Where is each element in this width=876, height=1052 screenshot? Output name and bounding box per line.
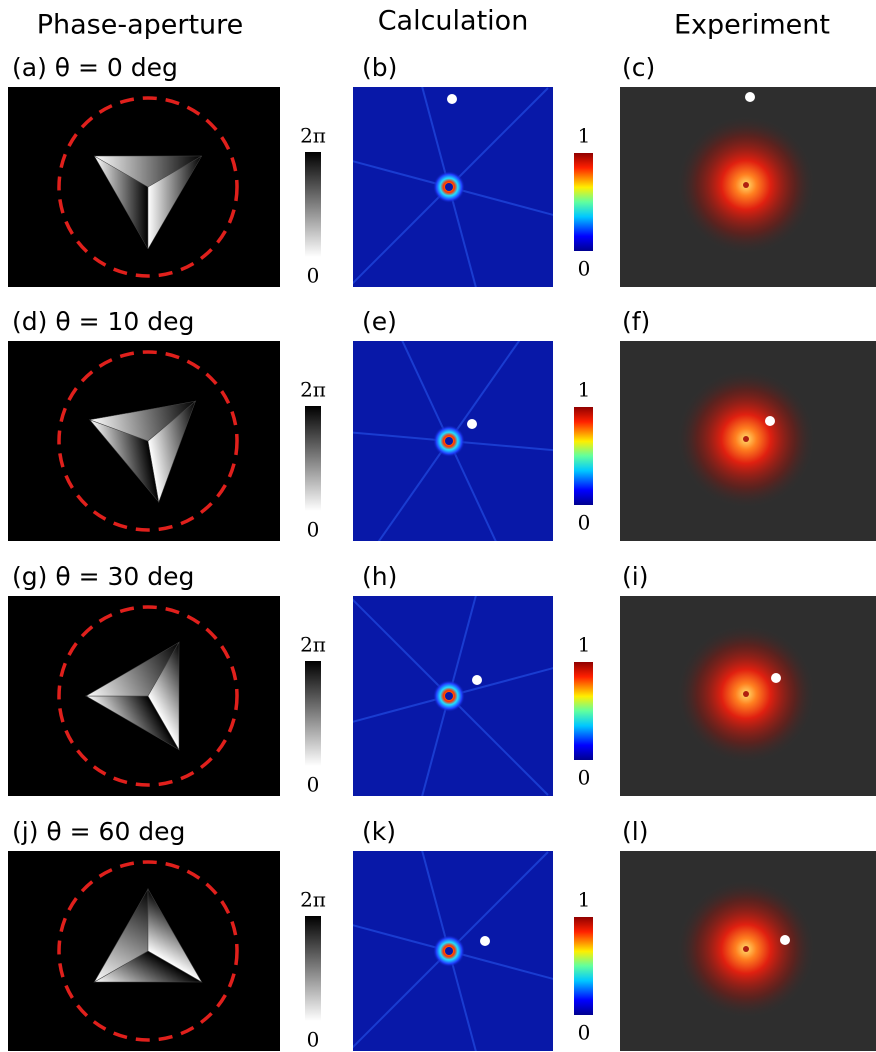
intensity-colorbar [574, 153, 593, 251]
colorbar-label: 0 [578, 766, 591, 790]
laser-core [743, 436, 749, 442]
colorbar-label: 0 [578, 257, 591, 281]
column-header: Calculation [378, 6, 529, 37]
marker-dot [745, 92, 755, 102]
panel-label: (h) [362, 562, 397, 591]
intensity-colorbar [574, 407, 593, 505]
panel-label: (j) θ = 60 deg [12, 817, 185, 846]
colorbar-label: 1 [578, 888, 591, 912]
vortex-core [445, 692, 453, 700]
panel-label: (d) θ = 10 deg [12, 307, 194, 336]
marker-dot [780, 935, 790, 945]
marker-dot [447, 94, 457, 104]
intensity-colorbar [574, 917, 593, 1015]
panel-label: (i) [622, 562, 648, 591]
panel-label: (b) [362, 53, 397, 82]
panel-label: (a) θ = 0 deg [12, 53, 178, 82]
phase-colorbar [305, 152, 321, 257]
panel-label: (c) [622, 53, 655, 82]
laser-core [743, 691, 749, 697]
phase-colorbar [305, 916, 321, 1021]
colorbar-label: 0 [307, 773, 320, 797]
marker-dot [480, 936, 490, 946]
colorbar-label: 0 [578, 511, 591, 535]
column-header: Phase-aperture [37, 10, 244, 41]
colorbar-label: 0 [307, 1028, 320, 1052]
colorbar-label: 1 [578, 633, 591, 657]
marker-dot [472, 675, 482, 685]
marker-dot [765, 416, 775, 426]
column-header: Experiment [674, 10, 830, 41]
laser-core [743, 182, 749, 188]
colorbar-label: 1 [578, 124, 591, 148]
colorbar-label: 2π [300, 888, 326, 912]
colorbar-label: 0 [307, 264, 320, 288]
colorbar-label: 0 [578, 1021, 591, 1045]
colorbar-label: 2π [300, 378, 326, 402]
colorbar-label: 0 [307, 518, 320, 542]
intensity-colorbar [574, 662, 593, 760]
panel-label: (f) [622, 307, 650, 336]
panel-label: (l) [622, 817, 648, 846]
colorbar-label: 1 [578, 378, 591, 402]
colorbar-label: 2π [300, 124, 326, 148]
figure: Phase-aperture Calculation Experiment (a… [0, 0, 876, 1052]
panel-label: (e) [362, 307, 397, 336]
marker-dot [467, 419, 477, 429]
laser-core [743, 946, 749, 952]
phase-colorbar [305, 406, 321, 511]
vortex-core [445, 947, 453, 955]
phase-colorbar [305, 661, 321, 766]
panel-label: (k) [362, 817, 396, 846]
vortex-core [445, 437, 453, 445]
colorbar-label: 2π [300, 633, 326, 657]
panel-label: (g) θ = 30 deg [12, 562, 194, 591]
marker-dot [771, 673, 781, 683]
vortex-core [445, 183, 453, 191]
